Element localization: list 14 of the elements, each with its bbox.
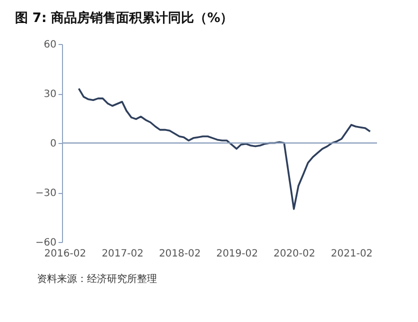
x-tick-label: 2021-02 <box>330 248 373 260</box>
line-series <box>78 88 371 210</box>
y-tick-label: −30 <box>35 188 56 199</box>
y-tick-label: 60 <box>44 40 56 50</box>
y-tick-label: 30 <box>44 89 56 100</box>
text: 资料来源：经济研究所整理 <box>37 273 157 285</box>
x-tick-label: 2017-02 <box>102 248 144 260</box>
x-tick-label: 2019-02 <box>216 248 258 260</box>
x-tick-label: 2016-02 <box>44 248 86 260</box>
y-tick-label: −60 <box>35 238 56 248</box>
x-tick-label: 2018-02 <box>158 248 201 260</box>
chart-title: 图 7: 商品房销售面积累计同比（%） <box>14 10 234 26</box>
x-tick-label: 2020-02 <box>273 248 316 260</box>
y-tick-label: 0 <box>50 138 56 150</box>
